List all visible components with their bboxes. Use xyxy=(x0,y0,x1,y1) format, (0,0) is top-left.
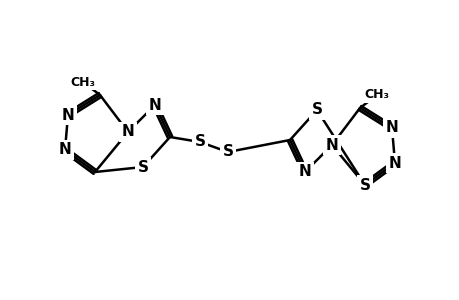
Text: S: S xyxy=(311,103,322,118)
Text: N: N xyxy=(385,121,397,136)
Text: N: N xyxy=(58,142,71,158)
Text: N: N xyxy=(148,98,161,112)
Text: S: S xyxy=(194,134,205,149)
Text: CH₃: CH₃ xyxy=(70,76,95,88)
Text: N: N xyxy=(388,155,401,170)
Text: N: N xyxy=(325,137,338,152)
Text: S: S xyxy=(359,178,369,193)
Text: S: S xyxy=(137,160,148,175)
Text: S: S xyxy=(222,145,233,160)
Text: N: N xyxy=(62,107,74,122)
Text: N: N xyxy=(298,164,311,179)
Text: N: N xyxy=(121,124,134,140)
Text: CH₃: CH₃ xyxy=(364,88,389,101)
